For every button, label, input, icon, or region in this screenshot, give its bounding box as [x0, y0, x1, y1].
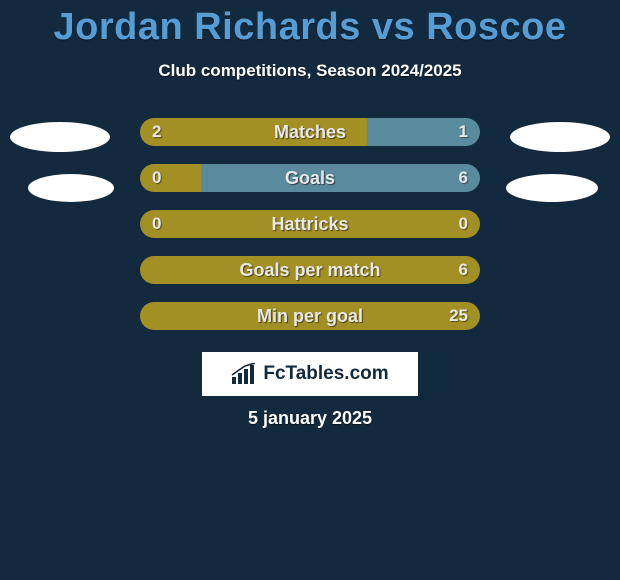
brand-box: FcTables.com: [202, 352, 418, 396]
metric-row: 06Goals: [0, 164, 620, 192]
bar-track: [140, 302, 480, 330]
brand-text: FcTables.com: [263, 363, 388, 385]
value-right: 25: [449, 302, 468, 330]
page-title: Jordan Richards vs Roscoe: [0, 0, 620, 49]
value-left: 0: [152, 210, 161, 238]
value-right: 1: [459, 118, 468, 146]
metric-row: 6Goals per match: [0, 256, 620, 284]
brand-chart-icon: [231, 363, 257, 385]
infographic-root: Jordan Richards vs Roscoe Club competiti…: [0, 0, 620, 580]
value-right: 0: [459, 210, 468, 238]
metric-row: 25Min per goal: [0, 302, 620, 330]
subtitle: Club competitions, Season 2024/2025: [0, 61, 620, 81]
bar-track: [140, 118, 480, 146]
metric-row: 00Hattricks: [0, 210, 620, 238]
bar-right: [201, 164, 480, 192]
date-text: 5 january 2025: [0, 408, 620, 429]
bar-left: [140, 210, 480, 238]
value-right: 6: [459, 256, 468, 284]
bar-track: [140, 164, 480, 192]
bar-track: [140, 256, 480, 284]
bar-left: [140, 256, 480, 284]
bar-track: [140, 210, 480, 238]
bar-left: [140, 118, 367, 146]
value-left: 2: [152, 118, 161, 146]
metric-row: 21Matches: [0, 118, 620, 146]
bar-left: [140, 302, 480, 330]
comparison-rows: 21Matches06Goals00Hattricks6Goals per ma…: [0, 118, 620, 348]
value-right: 6: [459, 164, 468, 192]
bar-left: [140, 164, 201, 192]
value-left: 0: [152, 164, 161, 192]
